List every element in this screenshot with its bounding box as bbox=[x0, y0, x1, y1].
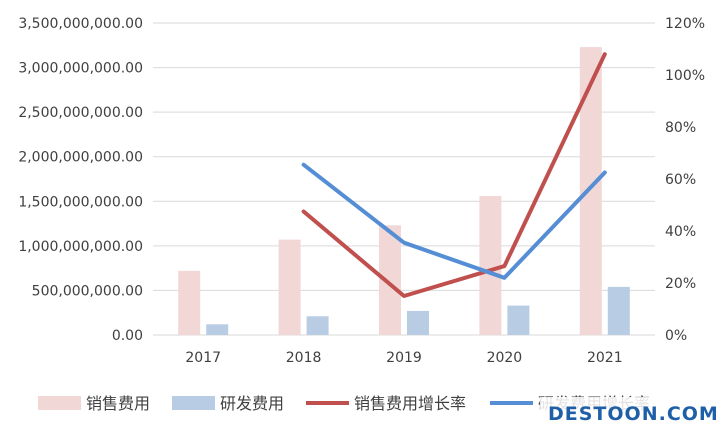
right-axis-tick-label: 60% bbox=[665, 172, 696, 188]
right-axis-tick-label: 80% bbox=[665, 120, 696, 136]
bar bbox=[379, 225, 401, 335]
watermark-text: DESTOON.COM bbox=[548, 403, 719, 425]
right-axis-tick-label: 0% bbox=[665, 328, 687, 344]
bar bbox=[278, 239, 301, 335]
lines bbox=[301, 52, 607, 298]
bar bbox=[306, 316, 329, 335]
left-axis-tick-label: 1,500,000,000.00 bbox=[18, 194, 143, 210]
legend-label: 研发费用 bbox=[220, 394, 284, 413]
left-axis-tick-label: 0.00 bbox=[112, 328, 143, 344]
bars bbox=[178, 47, 630, 335]
legend-label: 销售费用增长率 bbox=[354, 394, 466, 413]
legend-label: 销售费用 bbox=[86, 394, 150, 413]
left-axis-tick-label: 3,500,000,000.00 bbox=[18, 16, 143, 32]
series-line bbox=[301, 162, 607, 280]
watermark: DESTOON.COM bbox=[540, 397, 719, 427]
bar bbox=[607, 286, 630, 335]
x-axis-tick-label: 2017 bbox=[185, 350, 221, 366]
bar bbox=[178, 270, 201, 335]
x-axis-tick-label: 2019 bbox=[386, 350, 422, 366]
left-axis-tick-label: 3,000,000,000.00 bbox=[18, 61, 143, 77]
left-axis-tick-label: 500,000,000.00 bbox=[32, 283, 143, 299]
x-axis-tick-label: 2020 bbox=[487, 350, 523, 366]
watermark-background bbox=[540, 397, 718, 427]
right-axis-tick-label: 100% bbox=[665, 68, 705, 84]
bar bbox=[579, 47, 602, 335]
left-axis-tick-label: 2,000,000,000.00 bbox=[18, 150, 143, 166]
right-axis-tick-label: 20% bbox=[665, 276, 696, 292]
bar bbox=[206, 324, 229, 335]
bar bbox=[479, 195, 502, 335]
legend-swatch bbox=[172, 396, 215, 410]
grid-lines bbox=[153, 22, 655, 336]
right-axis-tick-label: 120% bbox=[665, 16, 705, 32]
right-axis-tick-label: 40% bbox=[665, 224, 696, 240]
bar bbox=[407, 310, 429, 335]
left-axis-tick-label: 1,000,000,000.00 bbox=[18, 239, 143, 255]
left-axis-ticks: 0.00 500,000,000.00 1,000,000,000.00 1,500,… bbox=[18, 16, 143, 344]
series-line bbox=[301, 52, 607, 298]
bar bbox=[507, 305, 530, 335]
legend-swatch bbox=[38, 396, 81, 410]
right-axis-ticks: 0% 20% 40% 60% 80% 100% 120% bbox=[665, 16, 705, 344]
x-axis-tick-label: 2018 bbox=[286, 350, 322, 366]
x-axis-ticks: 2017 2018 2019 2020 2021 bbox=[185, 350, 622, 366]
left-axis-tick-label: 2,500,000,000.00 bbox=[18, 105, 143, 121]
x-axis-tick-label: 2021 bbox=[587, 350, 623, 366]
